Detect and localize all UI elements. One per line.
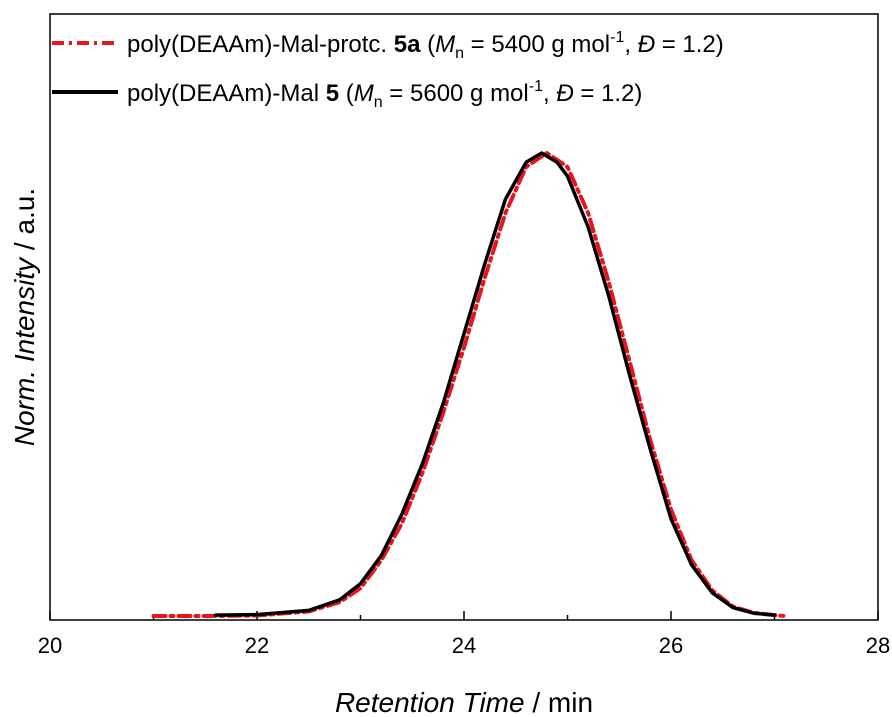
x-ticks: 20 22 24 26 28 (38, 611, 890, 658)
series-line-2 (213, 151, 777, 617)
legend: poly(DEAAm)-Mal-protc. 5a (Mn = 5400 g m… (52, 29, 724, 111)
x-tick-label: 20 (38, 633, 62, 658)
series-layer (151, 151, 787, 618)
x-tick-label: 24 (452, 633, 476, 658)
x-tick-label: 26 (659, 633, 683, 658)
y-axis-title: Norm. Intensity / a.u. (9, 188, 40, 446)
x-tick-label: 28 (866, 633, 890, 658)
x-axis-title: Retention Time / min (335, 687, 593, 717)
legend-label-series-1: poly(DEAAm)-Mal-protc. 5a (Mn = 5400 g m… (127, 29, 724, 62)
legend-label-series-2: poly(DEAAm)-Mal 5 (Mn = 5600 g mol-1, Đ … (127, 78, 642, 111)
series-line-1 (151, 151, 787, 618)
x-tick-label: 22 (245, 633, 269, 658)
